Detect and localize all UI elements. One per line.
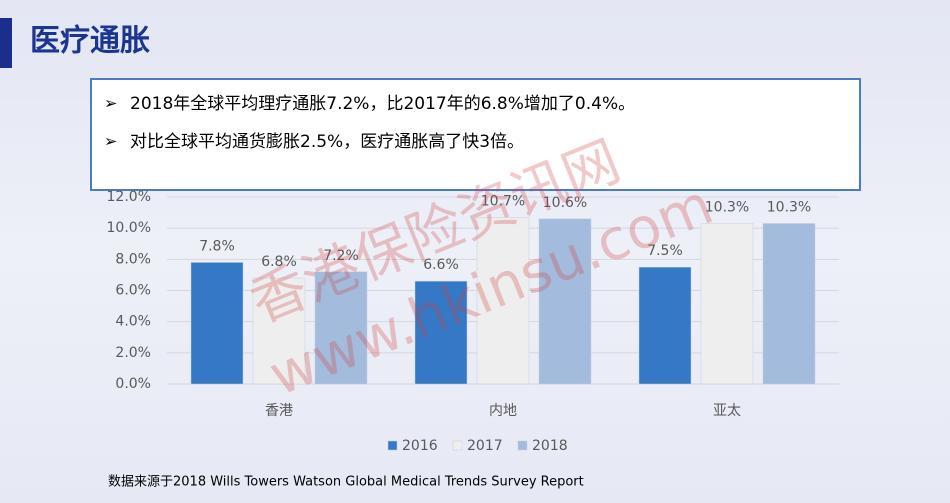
bullet-box bbox=[90, 78, 861, 191]
legend-label: 2017 bbox=[467, 438, 503, 454]
bar bbox=[476, 217, 530, 385]
value-label: 6.6% bbox=[423, 257, 459, 273]
bar bbox=[538, 218, 592, 385]
legend-swatch bbox=[452, 440, 463, 451]
bar bbox=[762, 223, 816, 385]
value-label: 7.8% bbox=[199, 238, 235, 254]
bar bbox=[252, 277, 306, 385]
plot: 0.0% 2.0% 4.0% 6.0% 8.0% 10.0% 12.0% 香港 7.8% 6.8%… bbox=[107, 189, 839, 454]
bar bbox=[700, 223, 754, 385]
bullet-marker: ➢ bbox=[104, 94, 117, 113]
source-note: 数据来源于2018 Wills Towers Watson Global Med… bbox=[108, 475, 584, 490]
bar bbox=[314, 271, 368, 385]
value-label: 10.7% bbox=[481, 193, 525, 209]
y-tick-label: 12.0% bbox=[107, 189, 151, 205]
value-label: 10.3% bbox=[705, 199, 749, 215]
y-tick-label: 10.0% bbox=[107, 220, 151, 236]
value-label: 6.8% bbox=[261, 254, 297, 270]
legend-swatch bbox=[517, 440, 528, 451]
value-label: 10.3% bbox=[767, 199, 811, 215]
y-tick-label: 8.0% bbox=[115, 251, 151, 267]
y-tick-label: 4.0% bbox=[115, 314, 151, 330]
bullet-text: 对比全球平均通货膨胀2.5%，医疗通胀高了快3倍。 bbox=[130, 132, 524, 152]
value-label: 7.5% bbox=[647, 243, 683, 259]
y-tick-label: 0.0% bbox=[115, 376, 151, 392]
x-tick-label: 香港 bbox=[265, 403, 293, 419]
x-tick-label: 内地 bbox=[489, 403, 517, 419]
y-tick-label: 2.0% bbox=[115, 345, 151, 361]
bullet-text: 2018年全球平均理疗通胀7.2%，比2017年的6.8%增加了0.4%。 bbox=[130, 94, 635, 114]
value-label: 7.2% bbox=[323, 248, 359, 264]
y-tick-label: 6.0% bbox=[115, 283, 151, 299]
bullet-marker: ➢ bbox=[104, 132, 117, 151]
legend-label: 2016 bbox=[402, 438, 438, 454]
slide-title: 医疗通胀 bbox=[30, 24, 150, 59]
bar bbox=[638, 266, 692, 385]
bar bbox=[414, 280, 468, 385]
value-label: 10.6% bbox=[543, 195, 587, 211]
legend-swatch bbox=[387, 440, 398, 451]
bar bbox=[190, 262, 244, 385]
title-accent bbox=[0, 18, 12, 68]
legend-label: 2018 bbox=[532, 438, 568, 454]
x-tick-label: 亚太 bbox=[713, 403, 741, 419]
